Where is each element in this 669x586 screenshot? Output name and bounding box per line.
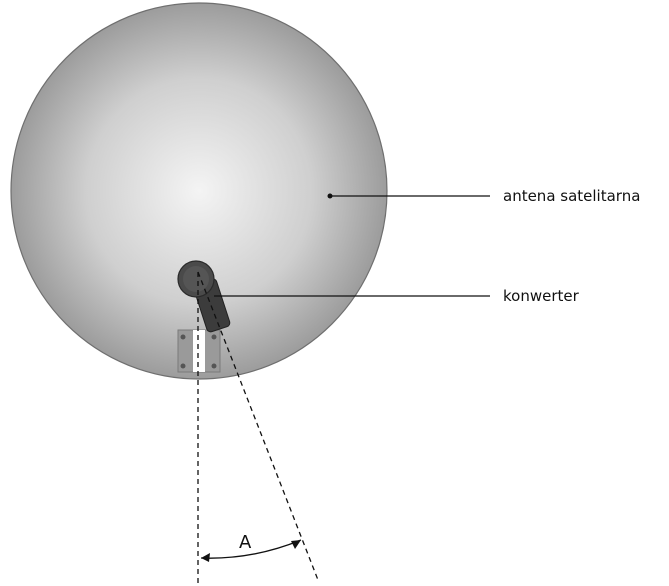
bracket-bolt — [180, 334, 186, 340]
converter-axis-line — [197, 271, 319, 581]
bracket-bolt — [211, 334, 217, 340]
satellite-dish — [10, 2, 388, 380]
angle-arc — [200, 539, 302, 562]
bracket-bolt — [211, 363, 217, 369]
mounting-bracket — [177, 329, 221, 373]
converter-label: konwerter — [503, 287, 580, 305]
converter — [177, 260, 231, 333]
bracket-bolt — [180, 363, 186, 369]
dish-label: antena satelitarna — [503, 187, 640, 205]
angle-label: A — [239, 532, 252, 553]
